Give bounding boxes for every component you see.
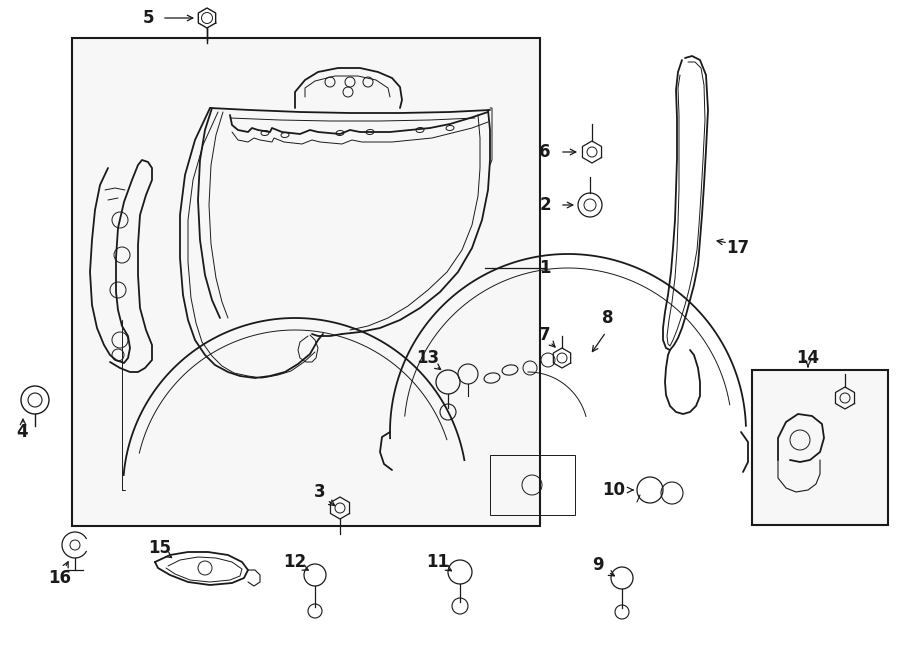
Bar (490, 455, 575, 515)
Text: 12: 12 (284, 553, 307, 571)
Text: 4: 4 (16, 423, 28, 441)
Text: 3: 3 (314, 483, 326, 501)
Text: 6: 6 (539, 143, 551, 161)
Text: 11: 11 (427, 553, 449, 571)
Text: 2: 2 (539, 196, 551, 214)
Text: 14: 14 (796, 349, 820, 367)
Text: 10: 10 (602, 481, 626, 499)
Bar (752, 370, 888, 525)
Bar (72, 38, 540, 526)
Text: 1: 1 (539, 259, 551, 277)
Text: 16: 16 (49, 569, 71, 587)
Text: 13: 13 (417, 349, 439, 367)
Text: 7: 7 (539, 326, 551, 344)
Text: 17: 17 (726, 239, 750, 257)
Text: 5: 5 (142, 9, 154, 27)
Text: 8: 8 (602, 309, 614, 327)
Text: 9: 9 (592, 556, 604, 574)
Text: 15: 15 (148, 539, 172, 557)
